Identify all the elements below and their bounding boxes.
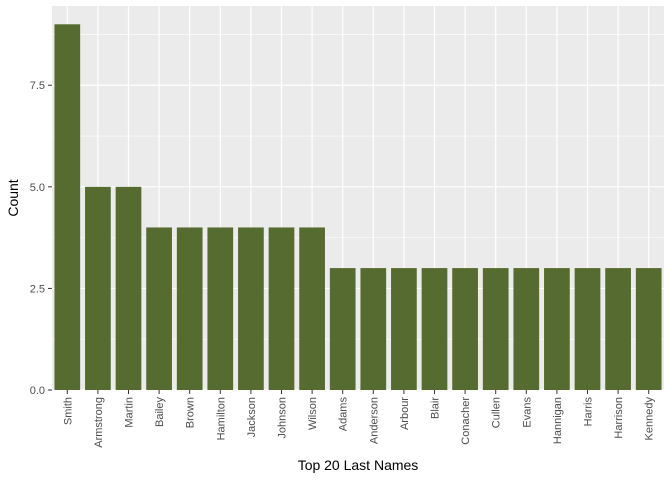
x-tick-label: Smith xyxy=(62,397,74,425)
bar-hamilton xyxy=(207,227,234,390)
bar-johnson xyxy=(268,227,295,390)
x-tick-label: Jackson xyxy=(246,397,258,437)
x-tick-label: Evans xyxy=(521,397,533,428)
bar-armstrong xyxy=(85,186,111,390)
bars-group xyxy=(54,24,662,391)
bar-jackson xyxy=(238,227,264,390)
x-axis-title: Top 20 Last Names xyxy=(298,457,419,473)
bar-wilson xyxy=(299,227,325,390)
x-tick-label: Hannigan xyxy=(552,397,564,444)
x-tick-label: Hamilton xyxy=(215,397,227,440)
bar-hannigan xyxy=(544,268,570,390)
x-tick-label: Cullen xyxy=(491,397,503,428)
x-tick-label: Harris xyxy=(583,397,595,427)
bar-smith xyxy=(54,24,81,391)
x-tick-label: Conacher xyxy=(460,397,472,445)
y-tick-label: 7.5 xyxy=(30,80,45,92)
x-tick-label: Anderson xyxy=(368,397,380,444)
bar-anderson xyxy=(360,268,387,390)
x-tick-label: Wilson xyxy=(307,397,319,430)
bar-brown xyxy=(176,227,203,390)
x-tick-label: Arbour xyxy=(399,397,411,430)
bar-bailey xyxy=(146,227,172,390)
y-axis-title: Count xyxy=(5,179,21,216)
y-axis: 0.0 2.5 5.0 7.5 xyxy=(30,80,52,397)
x-tick-label: Adams xyxy=(338,397,350,432)
bar-harrison xyxy=(605,268,631,390)
bar-harris xyxy=(574,268,601,390)
bar-cullen xyxy=(482,268,509,390)
y-tick-label: 5.0 xyxy=(30,182,45,194)
y-tick-label: 2.5 xyxy=(30,283,45,295)
bar-evans xyxy=(513,268,540,390)
y-tick-label: 0.0 xyxy=(30,385,45,397)
bar-adams xyxy=(329,268,356,390)
x-tick-label: Martin xyxy=(124,397,136,428)
x-tick-label: Armstrong xyxy=(93,397,105,448)
x-axis: Smith Armstrong Martin Bailey Brown Hamilton J… xyxy=(62,390,656,448)
bar-arbour xyxy=(391,268,417,390)
plot-panel xyxy=(52,6,664,390)
bar-conacher xyxy=(452,268,478,390)
x-tick-label: Brown xyxy=(185,397,197,428)
bar-blair xyxy=(421,268,448,390)
bar-kennedy xyxy=(635,268,662,390)
x-tick-label: Johnson xyxy=(277,397,289,439)
bar-martin xyxy=(115,186,142,390)
x-tick-label: Harrison xyxy=(613,397,625,439)
x-tick-label: Blair xyxy=(430,397,442,419)
x-tick-label: Kennedy xyxy=(644,397,656,441)
x-tick-label: Bailey xyxy=(154,397,166,427)
